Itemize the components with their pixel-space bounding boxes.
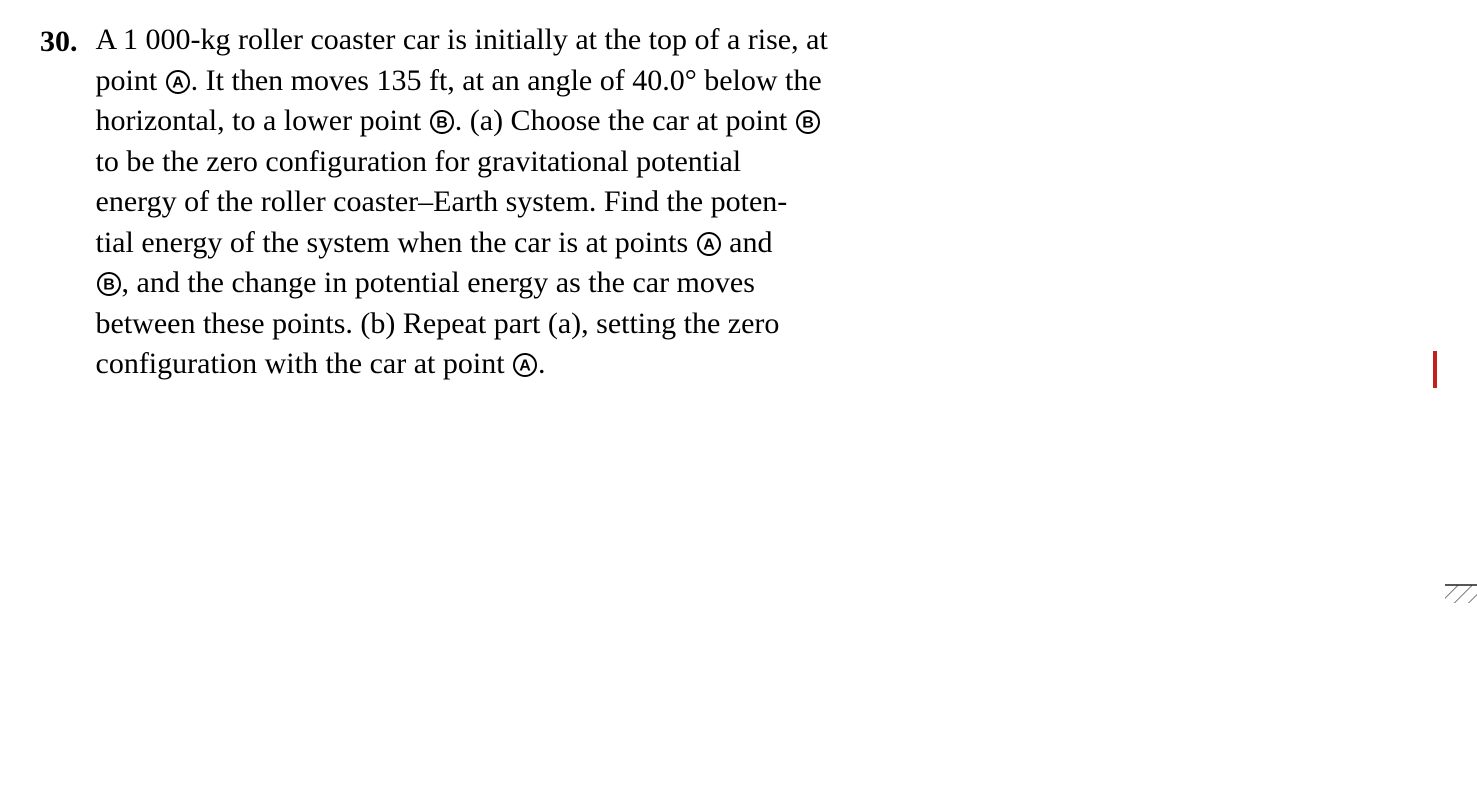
problem-line: between these points. (b) Repeat part (a… [96, 304, 1438, 345]
problem-line: A 1 000-kg roller coaster car is initial… [96, 20, 1438, 61]
text-segment: , and the change in potential energy as … [122, 266, 755, 299]
circled-b-icon: B [429, 100, 455, 141]
svg-text:A: A [703, 236, 715, 253]
svg-text:B: B [103, 277, 115, 294]
problem-line: to be the zero configuration for gravita… [96, 142, 1438, 183]
circled-a-icon: A [165, 60, 191, 101]
svg-text:A: A [172, 74, 184, 91]
svg-text:A: A [519, 358, 531, 375]
problem-line: B , and the change in potential energy as… [96, 263, 1438, 304]
problem-line: configuration with the car at point A. [96, 344, 1438, 385]
text-segment: . (a) Choose the car at point [455, 104, 795, 137]
problem-line: energy of the roller coaster–Earth syste… [96, 182, 1438, 223]
circled-a-icon: A [696, 222, 722, 263]
text-segment: . It then moves 135 ft, at an angle of 4… [191, 64, 822, 97]
circled-b-icon: B [96, 262, 122, 303]
figure-wrap: A B 40.0° 135 ft y [1433, 350, 1437, 391]
problem-line: tial energy of the system when the car i… [96, 223, 1438, 264]
text-segment: between these points. (b) Repeat part (a… [96, 307, 780, 340]
text-segment: . [538, 347, 546, 380]
figure-diagram: A B 40.0° 135 ft y [1433, 351, 1437, 388]
text-segment: A 1 000-kg roller coaster car is initial… [96, 23, 828, 56]
text-segment: horizontal, to a lower point [96, 104, 429, 137]
text-segment: and [722, 226, 773, 259]
svg-text:B: B [436, 115, 448, 132]
problem: 30. A 1 000-kg roller coaster car is ini… [40, 20, 1437, 391]
circled-b-icon: B [795, 100, 821, 141]
problem-line: point A . It then moves 135 ft, at an ang… [96, 61, 1438, 102]
text-segment: to be the zero configuration for gravita… [96, 145, 742, 178]
text-segment: tial energy of the system when the car i… [96, 226, 696, 259]
problem-line: horizontal, to a lower point B . (a) Choo… [96, 101, 1438, 142]
problem-number: 30. [40, 20, 78, 61]
circled-a-icon: A [512, 343, 538, 384]
text-segment: point [96, 64, 165, 97]
svg-text:B: B [802, 115, 814, 132]
text-segment: energy of the roller coaster–Earth syste… [96, 185, 788, 218]
text-segment: configuration with the car at point [96, 347, 513, 380]
problem-body: A 1 000-kg roller coaster car is initial… [96, 20, 1438, 391]
ground-hatch-icon [1445, 585, 1477, 603]
